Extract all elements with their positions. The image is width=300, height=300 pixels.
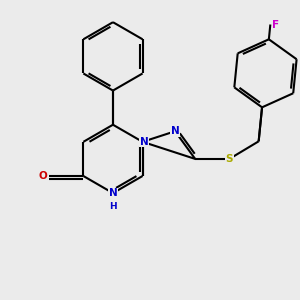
Text: S: S: [226, 154, 233, 164]
Text: H: H: [109, 202, 117, 211]
Text: N: N: [171, 126, 179, 136]
Text: N: N: [140, 137, 148, 147]
Text: N: N: [109, 188, 117, 198]
Text: N: N: [140, 137, 148, 147]
Text: O: O: [39, 171, 48, 181]
Text: F: F: [272, 20, 279, 29]
